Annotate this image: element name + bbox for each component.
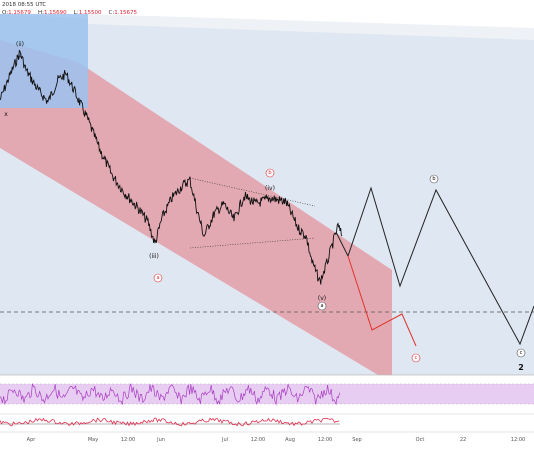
wave-label-ii: (ii) bbox=[16, 41, 24, 48]
wave-label-2: 2 bbox=[518, 363, 524, 372]
wave-label-y: y bbox=[18, 52, 22, 59]
x-tick: 12:00 bbox=[318, 437, 332, 443]
circled-label-c-projection: c bbox=[516, 348, 526, 358]
x-tick: Jun bbox=[156, 437, 165, 443]
price-line bbox=[0, 49, 343, 285]
x-axis: Apr May 12:00 Jun Jul 12:00 Aug 12:00 Se… bbox=[27, 437, 526, 443]
red-projection-path bbox=[347, 255, 417, 347]
header-ohlc: O:1.15679 H:1.15690 L:1.15500 C:1.15675 bbox=[2, 0, 137, 18]
x-tick: Apr bbox=[27, 437, 37, 443]
x-tick: 12:00 bbox=[251, 437, 265, 443]
wave-label-iii: (iii) bbox=[149, 253, 159, 260]
x-tick: 12:00 bbox=[511, 437, 525, 443]
blue-box bbox=[0, 14, 88, 108]
wedge-lower-line bbox=[189, 237, 316, 249]
header-time: 2018 08:55 UTC bbox=[2, 2, 46, 8]
x-tick: Oct bbox=[416, 437, 425, 443]
circled-label-c-red: c bbox=[411, 353, 421, 363]
svg-text:b: b bbox=[268, 170, 271, 176]
x-tick: May bbox=[88, 437, 98, 443]
rsi-band bbox=[0, 384, 534, 404]
svg-text:c: c bbox=[520, 350, 523, 356]
wave-label-iv: (iv) bbox=[265, 185, 275, 192]
x-tick: 12:00 bbox=[121, 437, 135, 443]
x-tick: Sep bbox=[352, 437, 361, 443]
svg-text:a: a bbox=[156, 275, 159, 281]
circled-label-a-gray: a bbox=[317, 301, 327, 311]
circled-label-a-red: a bbox=[153, 273, 163, 283]
svg-text:c: c bbox=[415, 355, 418, 361]
svg-text:a: a bbox=[320, 303, 323, 309]
oscillator-line bbox=[0, 417, 340, 427]
x-tick: Aug bbox=[285, 437, 295, 443]
rsi-line bbox=[0, 383, 340, 406]
x-tick: 22 bbox=[460, 437, 466, 443]
faint-top-band bbox=[88, 14, 534, 40]
x-tick: Jul bbox=[221, 437, 228, 443]
wave-label-v: (v) bbox=[318, 295, 326, 302]
svg-text:b: b bbox=[432, 176, 435, 182]
circled-label-b-red: b bbox=[265, 168, 275, 178]
wave-label-x: x bbox=[4, 111, 8, 118]
black-projection-path bbox=[335, 186, 534, 346]
circled-label-b-projection: b bbox=[429, 174, 439, 184]
